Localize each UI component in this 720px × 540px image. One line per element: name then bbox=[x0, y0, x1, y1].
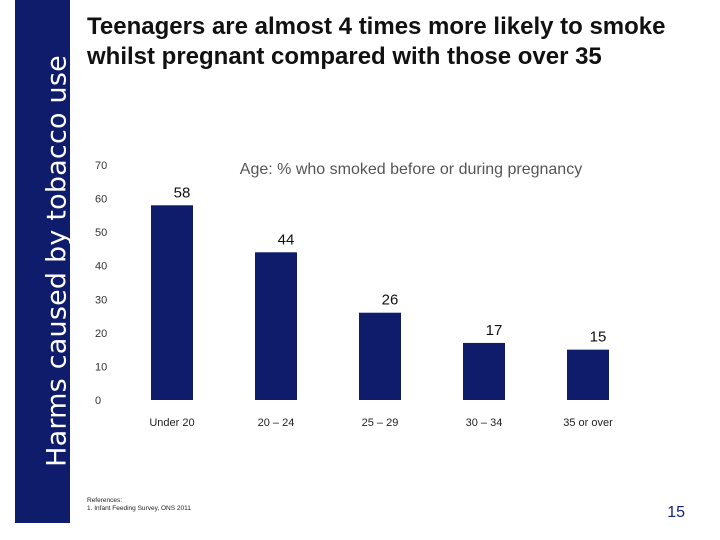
bars bbox=[151, 205, 609, 400]
y-tick-label: 60 bbox=[95, 194, 107, 206]
x-tick-label: Under 20 bbox=[149, 417, 194, 429]
side-banner: Harms caused by tobacco use bbox=[15, 0, 73, 523]
bar-value-label: 26 bbox=[382, 292, 399, 309]
bar bbox=[255, 252, 297, 400]
y-tick-label: 40 bbox=[95, 261, 107, 273]
x-tick-label: 35 or over bbox=[563, 417, 613, 429]
x-tick-label: 30 – 34 bbox=[466, 417, 503, 429]
bar-value-label: 17 bbox=[486, 322, 503, 339]
y-axis: 0 10 20 30 40 50 60 70 bbox=[95, 160, 107, 407]
value-labels: 58 44 26 17 15 bbox=[174, 184, 607, 345]
bar-value-label: 58 bbox=[174, 184, 191, 201]
x-tick-label: 20 – 24 bbox=[258, 417, 295, 429]
x-axis: Under 20 20 – 24 25 – 29 30 – 34 35 or over bbox=[149, 417, 613, 429]
y-tick-label: 10 bbox=[95, 361, 107, 373]
bar-value-label: 15 bbox=[590, 329, 607, 346]
y-tick-label: 20 bbox=[95, 328, 107, 340]
references-heading: References: bbox=[87, 497, 123, 504]
y-tick-label: 70 bbox=[95, 160, 107, 172]
y-tick-label: 50 bbox=[95, 227, 107, 239]
bar bbox=[151, 205, 193, 400]
y-tick-label: 30 bbox=[95, 294, 107, 306]
bar bbox=[567, 349, 609, 400]
x-tick-label: 25 – 29 bbox=[362, 417, 399, 429]
bar bbox=[359, 312, 401, 400]
y-tick-label: 0 bbox=[95, 395, 101, 407]
reference-item: 1. Infant Feeding Survey, ONS 2011 bbox=[87, 505, 191, 512]
bar-value-label: 44 bbox=[278, 231, 295, 248]
references: References: 1. Infant Feeding Survey, ON… bbox=[87, 497, 191, 513]
slide-title: Teenagers are almost 4 times more likely… bbox=[87, 13, 666, 70]
chart-title: Age: % who smoked before or during pregn… bbox=[240, 161, 582, 178]
page-number: 15 bbox=[667, 504, 685, 521]
bar bbox=[463, 342, 505, 400]
